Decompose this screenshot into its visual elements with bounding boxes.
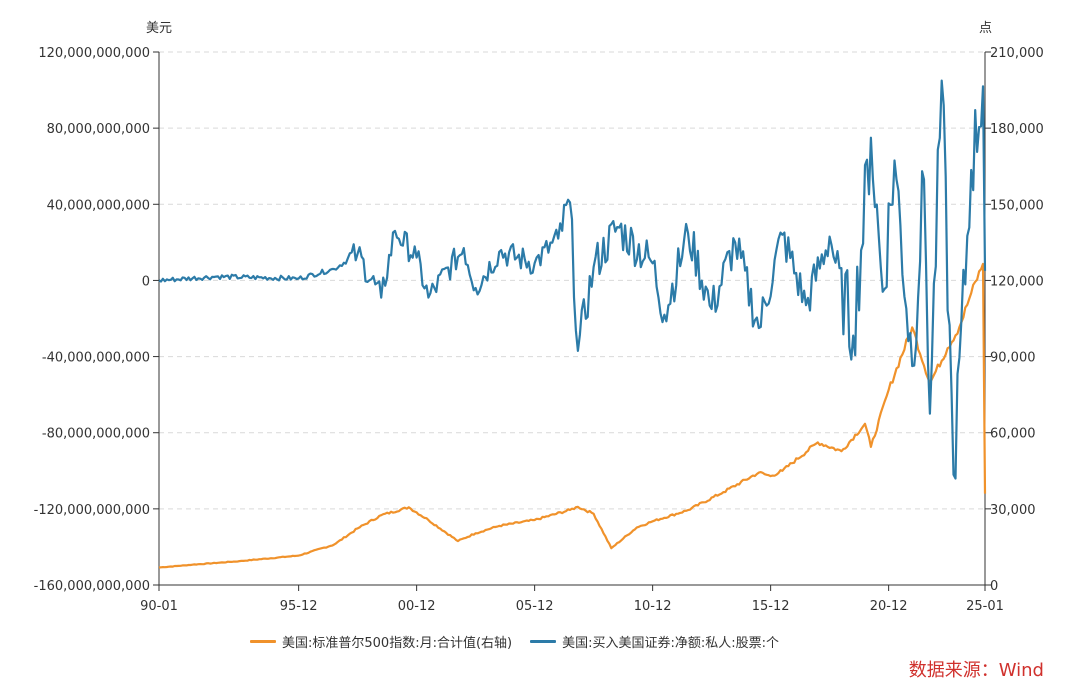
dual-axis-line-chart: 120,000,000,000 80,000,000,000 40,000,000,… [34, 21, 1044, 614]
x-tick-label: 10-12 [634, 599, 672, 614]
right-tick-label: 150,000 [990, 198, 1044, 213]
x-tick-label: 05-12 [516, 599, 554, 614]
legend-item-net-purchases[interactable]: 美国:买入美国证券:净额:私人:股票:个 [530, 632, 779, 651]
legend-label-net-purchases: 美国:买入美国证券:净额:私人:股票:个 [562, 636, 780, 651]
right-tick-label: 210,000 [990, 46, 1044, 61]
right-unit-label: 点 [979, 21, 992, 36]
right-tick-label: 60,000 [990, 427, 1036, 442]
right-tick-label: 90,000 [990, 351, 1036, 366]
legend: 美国:标准普尔500指数:月:合计值(右轴) 美国:买入美国证券:净额:私人:股… [250, 632, 779, 651]
legend-swatch-sp500 [250, 640, 276, 643]
series-line-net-purchases [158, 79, 987, 480]
x-tick-label: 00-12 [398, 599, 436, 614]
left-tick-label: -40,000,000,000 [42, 351, 150, 366]
right-tick-label: 0 [990, 579, 998, 594]
right-tick-label: 30,000 [990, 503, 1036, 518]
legend-item-sp500[interactable]: 美国:标准普尔500指数:月:合计值(右轴) [250, 632, 512, 651]
left-tick-label: -120,000,000,000 [34, 503, 150, 518]
data-source-label: 数据来源：Wind [908, 660, 1044, 681]
left-tick-label: -160,000,000,000 [34, 579, 150, 594]
series-line-sp500 [158, 262, 987, 569]
left-tick-label: 0 [142, 274, 150, 289]
x-tick-label: 25-01 [966, 599, 1004, 614]
legend-label-sp500: 美国:标准普尔500指数:月:合计值(右轴) [282, 636, 513, 651]
left-tick-label: -80,000,000,000 [42, 427, 150, 442]
left-tick-label: 80,000,000,000 [47, 122, 150, 137]
x-tick-label: 90-01 [140, 599, 178, 614]
left-tick-label: 120,000,000,000 [38, 46, 150, 61]
x-tick-label: 20-12 [870, 599, 908, 614]
left-unit-label: 美元 [146, 21, 172, 36]
x-tick-label: 15-12 [752, 599, 790, 614]
x-tick-label: 95-12 [280, 599, 318, 614]
right-tick-label: 120,000 [990, 274, 1044, 289]
legend-swatch-net-purchases [530, 640, 557, 643]
right-tick-label: 180,000 [990, 122, 1044, 137]
series-layer [158, 79, 987, 569]
left-tick-label: 40,000,000,000 [47, 198, 150, 213]
axes: 120,000,000,000 80,000,000,000 40,000,000,… [34, 46, 1044, 614]
